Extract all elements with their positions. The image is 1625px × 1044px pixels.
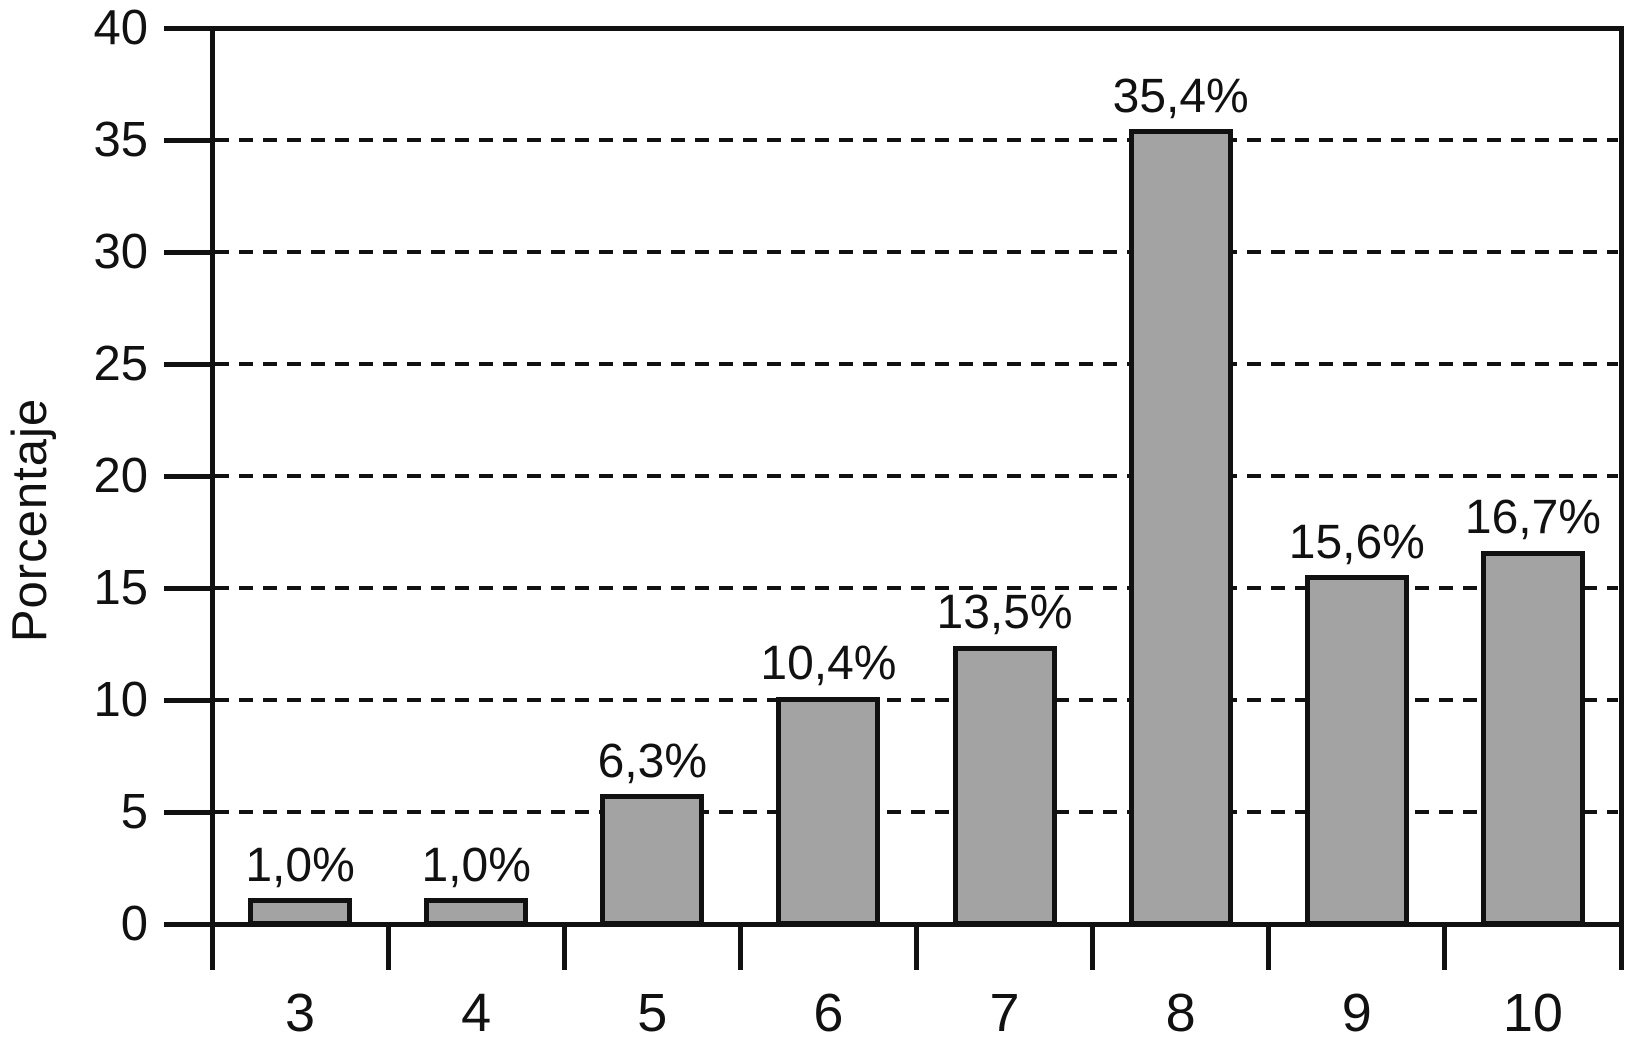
x-category-label: 3 [285,983,316,1043]
x-tick [561,924,567,970]
y-tick [164,361,215,367]
y-tick [164,25,215,31]
x-category-label: 5 [637,983,668,1043]
gridline [215,138,1618,142]
x-tick [914,924,919,970]
gridline [215,586,1618,590]
bar-value-label: 1,0% [421,838,531,892]
x-tick [385,924,391,970]
bar [1128,129,1233,927]
x-category-label: 9 [1341,983,1372,1043]
bar-value-label: 6,3% [597,734,708,788]
gridline [215,698,1618,702]
bar-value-label: 15,6% [1288,515,1425,569]
x-tick [1266,924,1272,970]
x-category-label: 8 [1165,983,1196,1043]
x-category-label: 4 [461,983,492,1043]
bar-value-label: 10,4% [760,637,897,691]
gridline [215,810,1618,814]
x-category-label: 7 [989,983,1020,1043]
y-tick-label: 15 [93,561,148,615]
plot-border-top [209,25,1624,31]
plot-border-right [1618,25,1624,970]
y-tick-label: 5 [120,785,148,839]
y-tick-label: 25 [93,337,148,391]
x-category-label: 10 [1502,983,1563,1043]
bar [600,794,705,927]
x-category-label: 6 [813,983,844,1043]
x-tick [737,924,743,970]
x-tick [1090,924,1096,970]
bar [952,645,1057,927]
gridline [215,474,1618,478]
bar [776,696,881,927]
y-tick-label: 0 [120,897,148,951]
gridline [215,362,1618,366]
y-tick-label: 20 [93,449,148,503]
bar-value-label: 35,4% [1112,69,1249,123]
y-axis-line [209,25,215,970]
y-tick-label: 40 [93,1,148,55]
bar [1480,550,1585,927]
y-tick-label: 30 [93,225,148,279]
x-tick [1442,924,1448,970]
y-tick [164,249,215,255]
y-tick [164,697,215,703]
y-tick [164,473,215,479]
y-tick-label: 35 [93,113,148,167]
y-tick [164,585,215,591]
y-tick-label: 10 [93,673,148,727]
y-tick [164,137,215,143]
bar-value-label: 13,5% [936,586,1073,640]
bar-value-label: 1,0% [245,838,355,892]
x-axis-line [164,921,1624,927]
bar [1304,575,1409,927]
gridline [215,250,1618,254]
y-tick [164,809,215,815]
bar-value-label: 16,7% [1464,491,1601,545]
